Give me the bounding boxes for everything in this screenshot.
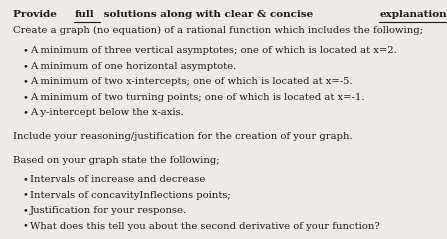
Text: •: • [22, 77, 28, 87]
Text: A minimum of two x-intercepts; one of which is located at x=-5.: A minimum of two x-intercepts; one of wh… [30, 77, 353, 87]
Text: Create a graph (no equation) of a rational function which includes the following: Create a graph (no equation) of a ration… [13, 26, 423, 35]
Text: Provide: Provide [13, 10, 60, 19]
Text: A minimum of one horizontal asymptote.: A minimum of one horizontal asymptote. [30, 62, 236, 71]
Text: •: • [22, 206, 28, 215]
Text: •: • [22, 46, 28, 55]
Text: full: full [74, 10, 94, 19]
Text: A minimum of two turning points; one of which is located at x=-1.: A minimum of two turning points; one of … [30, 93, 364, 102]
Text: explanations: explanations [380, 10, 447, 19]
Text: solutions along with clear & concise: solutions along with clear & concise [100, 10, 316, 19]
Text: •: • [22, 93, 28, 102]
Text: •: • [22, 109, 28, 117]
Text: •: • [22, 222, 28, 231]
Text: A minimum of three vertical asymptotes; one of which is located at x=2.: A minimum of three vertical asymptotes; … [30, 46, 397, 55]
Text: Intervals of concavityInflections points;: Intervals of concavityInflections points… [30, 190, 231, 200]
Text: •: • [22, 175, 28, 184]
Text: •: • [22, 62, 28, 71]
Text: Include your reasoning/justification for the creation of your graph.: Include your reasoning/justification for… [13, 132, 353, 141]
Text: What does this tell you about the second derivative of your function?: What does this tell you about the second… [30, 222, 380, 231]
Text: A y-intercept below the x-axis.: A y-intercept below the x-axis. [30, 109, 184, 117]
Text: Intervals of increase and decrease: Intervals of increase and decrease [30, 175, 205, 184]
Text: •: • [22, 190, 28, 200]
Text: Justification for your response.: Justification for your response. [30, 206, 187, 215]
Text: Based on your graph state the following;: Based on your graph state the following; [13, 157, 219, 165]
